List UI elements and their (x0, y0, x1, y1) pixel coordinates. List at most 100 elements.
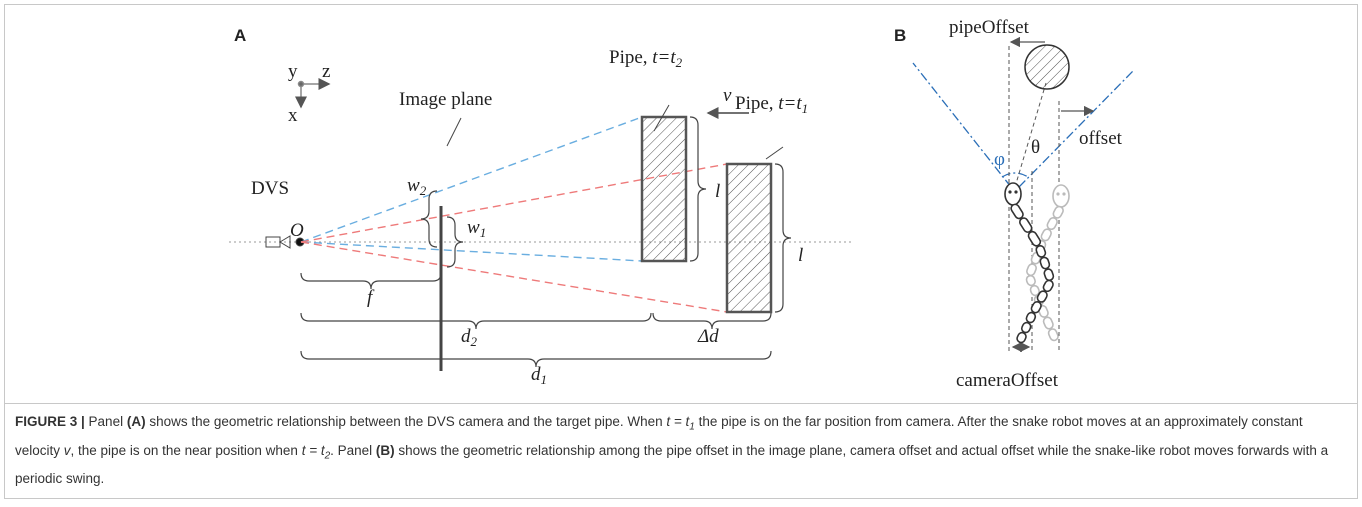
robot-segment (1029, 284, 1040, 297)
text: d (461, 326, 471, 347)
robot-segment (1043, 268, 1055, 282)
focal-label: f (367, 287, 375, 308)
robot-segment (1025, 274, 1036, 287)
axes-icon (295, 78, 331, 109)
caption-italic: t = t (666, 414, 690, 429)
caption-plain: , the pipe is on the near position when (70, 442, 302, 458)
brace (689, 116, 707, 262)
axis-label: z (322, 61, 330, 82)
robot-segment (1042, 279, 1054, 293)
delta-d-label: Δd (697, 326, 719, 347)
w1-label: w1 (467, 217, 486, 240)
caption-bold: (A) (126, 414, 146, 429)
image-plane-label: Image plane (399, 89, 492, 110)
brace (446, 216, 464, 268)
axis-label: x (288, 105, 298, 126)
subscript: 2 (676, 55, 683, 70)
robot-segment (1025, 311, 1037, 324)
brace (300, 272, 442, 290)
caption-bold: FIGURE 3 | (15, 414, 85, 429)
robot-segment (1039, 256, 1051, 270)
robot-eye (1014, 190, 1018, 194)
w2-label: w2 (407, 175, 427, 198)
text: d (531, 364, 541, 385)
robot-segment (1036, 290, 1048, 303)
robot-segment (1027, 230, 1042, 247)
text: w (407, 175, 420, 196)
d1-label: d1 (531, 364, 547, 387)
text: t=t (652, 47, 676, 68)
offset-arrows (1009, 36, 1095, 353)
offset-label: offset (1079, 128, 1123, 149)
robot-segment (1047, 328, 1059, 342)
pipe-far (725, 162, 773, 314)
length-label: l (715, 181, 720, 202)
pipe-offset-label: pipeOffset (949, 17, 1030, 38)
subscript: 1 (802, 101, 809, 116)
caption-italic: t = t (301, 442, 325, 458)
phi-label: φ (994, 149, 1005, 170)
brace (420, 190, 438, 248)
caption-plain: the pipe is on the far position from cam… (15, 414, 1303, 458)
text: Pipe, (609, 47, 652, 68)
d2-label: d2 (461, 326, 478, 349)
robot-segment (1046, 217, 1058, 231)
brace (300, 350, 772, 368)
robot-segment (1040, 228, 1052, 242)
figure-drawing: A y z x DVS O Image plane Pipe, t=t2 Pip… (229, 17, 1134, 391)
robot-segment (1042, 316, 1054, 330)
camera-label: DVS (251, 178, 289, 199)
robot-segment (1020, 321, 1032, 334)
subscript: 1 (541, 372, 548, 387)
robot-segment (1035, 244, 1047, 258)
pipe-section (1024, 44, 1070, 90)
theta-label: θ (1031, 137, 1040, 158)
caption-plain: shows the geometric relationship among t… (15, 442, 1329, 487)
text: w (467, 217, 480, 238)
text: Pipe, (735, 93, 778, 114)
subscript: 1 (480, 225, 487, 240)
robot-segment (1016, 331, 1027, 344)
camera-offset-label: cameraOffset (956, 370, 1059, 391)
panel-label: B (894, 26, 906, 45)
robot-eye (1062, 192, 1066, 196)
pipe-label: Pipe, t=t1 (735, 93, 808, 116)
length-label: l (798, 245, 803, 266)
caption-sub: 1 (689, 421, 695, 433)
panel-label: A (234, 26, 246, 45)
caption: FIGURE 3 | Panel (A) shows the geometric… (4, 404, 1358, 499)
robot-head (1004, 182, 1022, 206)
leader-line (446, 117, 462, 147)
robot-eye (1056, 192, 1060, 196)
caption-plain: shows the geometric relationship between… (145, 414, 667, 429)
subscript: 2 (471, 334, 478, 349)
caption-italic: v (63, 442, 71, 458)
caption-plain: . Panel (330, 442, 376, 458)
origin-label: O (290, 220, 304, 241)
caption-sub: 2 (324, 450, 331, 462)
projection-lines (300, 116, 728, 313)
velocity-label: v (723, 85, 732, 106)
robot-segment (1030, 301, 1042, 314)
field-of-view (912, 62, 1134, 188)
robot-segment (1019, 217, 1033, 233)
text: t=t (778, 93, 802, 114)
figure: A y z x DVS O Image plane Pipe, t=t2 Pip… (4, 4, 1358, 404)
brace (774, 163, 792, 313)
leader-line (653, 104, 670, 132)
robot-segment (1010, 203, 1024, 220)
caption-plain: Panel (84, 414, 127, 429)
brace (300, 312, 652, 330)
subscript: 2 (420, 183, 427, 198)
leader-line (765, 146, 784, 160)
robot-segment (1052, 205, 1064, 219)
axis-label: y (288, 61, 298, 82)
robot-segment (1026, 263, 1037, 277)
pipe-near (640, 115, 688, 263)
robot-head (1052, 184, 1070, 208)
brace (652, 312, 772, 330)
pipe-label: Pipe, t=t2 (609, 47, 683, 70)
robot-eye (1008, 190, 1012, 194)
camera-icon (265, 235, 305, 249)
